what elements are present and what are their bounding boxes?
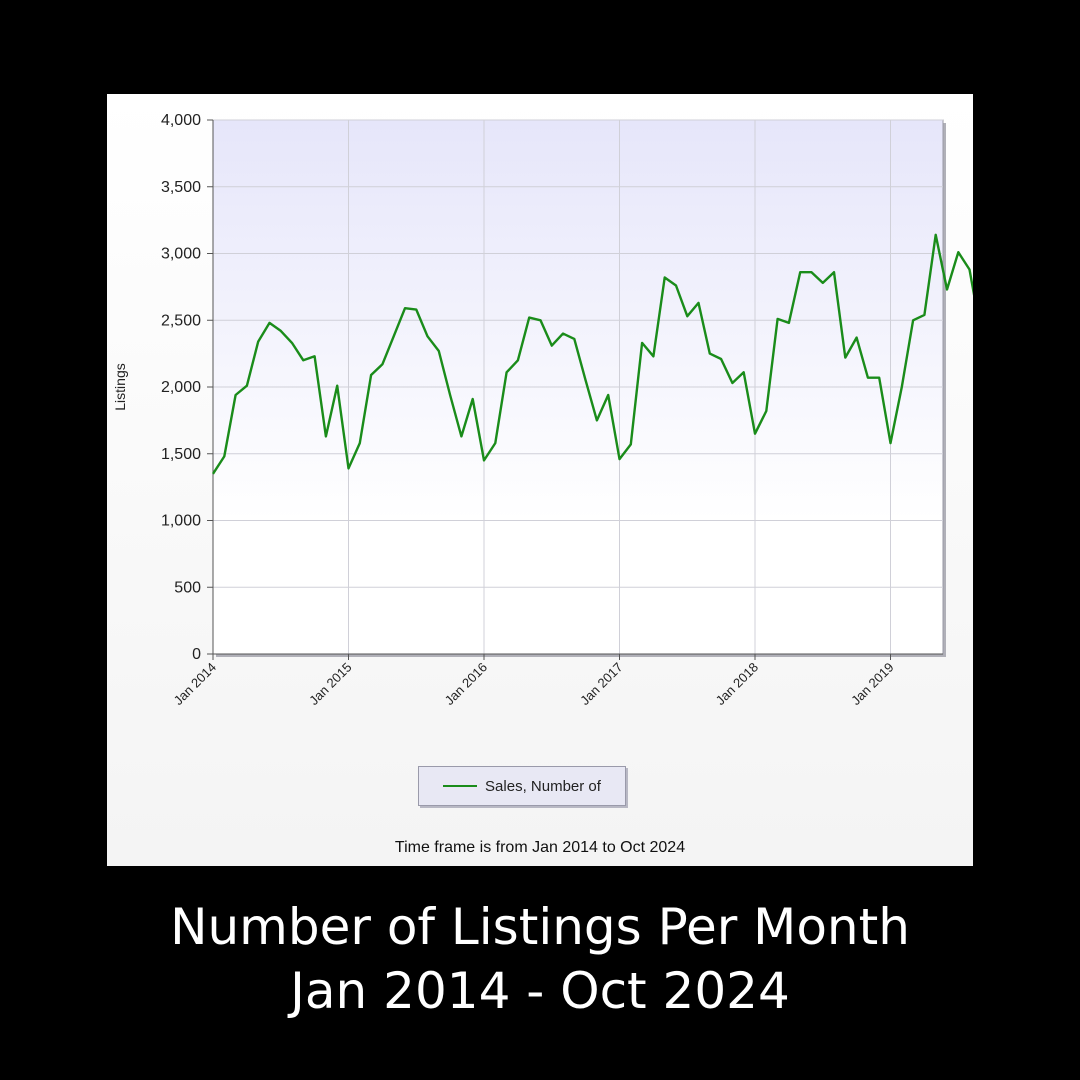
y-tick-label: 500 xyxy=(174,579,201,596)
chart-panel: 0 500 1,000 1,500 2,000 2,500 3,000 3,500 4,000 … xyxy=(107,94,973,866)
y-tick-label: 1,500 xyxy=(161,446,201,463)
y-tick-labels: 0 500 1,000 1,500 2,000 2,500 3,000 3,500 4,000 xyxy=(161,112,201,663)
series-lines xyxy=(211,233,973,475)
y-axis-label: Listings xyxy=(112,363,128,410)
caption-title: Number of Listings Per Month xyxy=(170,898,910,956)
y-tick-label: 3,000 xyxy=(161,246,201,263)
y-tick-label: 2,500 xyxy=(161,312,201,329)
legend-label: Sales, Number of xyxy=(485,777,601,795)
series-line-sales xyxy=(211,233,973,475)
y-tick-label: 2,000 xyxy=(161,379,201,396)
axes xyxy=(207,119,943,660)
y-tick-label: 0 xyxy=(192,646,201,663)
y-tick-label: 1,000 xyxy=(161,513,201,530)
line-chart: 05001,0001,5002,0002,5003,0003,5004,000 … xyxy=(107,94,973,866)
caption-subtitle: Jan 2014 - Oct 2024 xyxy=(290,962,790,1020)
legend: Sales, Number of xyxy=(418,766,626,806)
legend-swatch xyxy=(443,785,478,787)
y-tick-label: 3,500 xyxy=(161,179,201,196)
y-tick-label: 4,000 xyxy=(161,112,201,129)
time-frame-note: Time frame is from Jan 2014 to Oct 2024 xyxy=(394,839,686,856)
caption: Number of Listings Per Month Jan 2014 - … xyxy=(0,895,1080,1023)
